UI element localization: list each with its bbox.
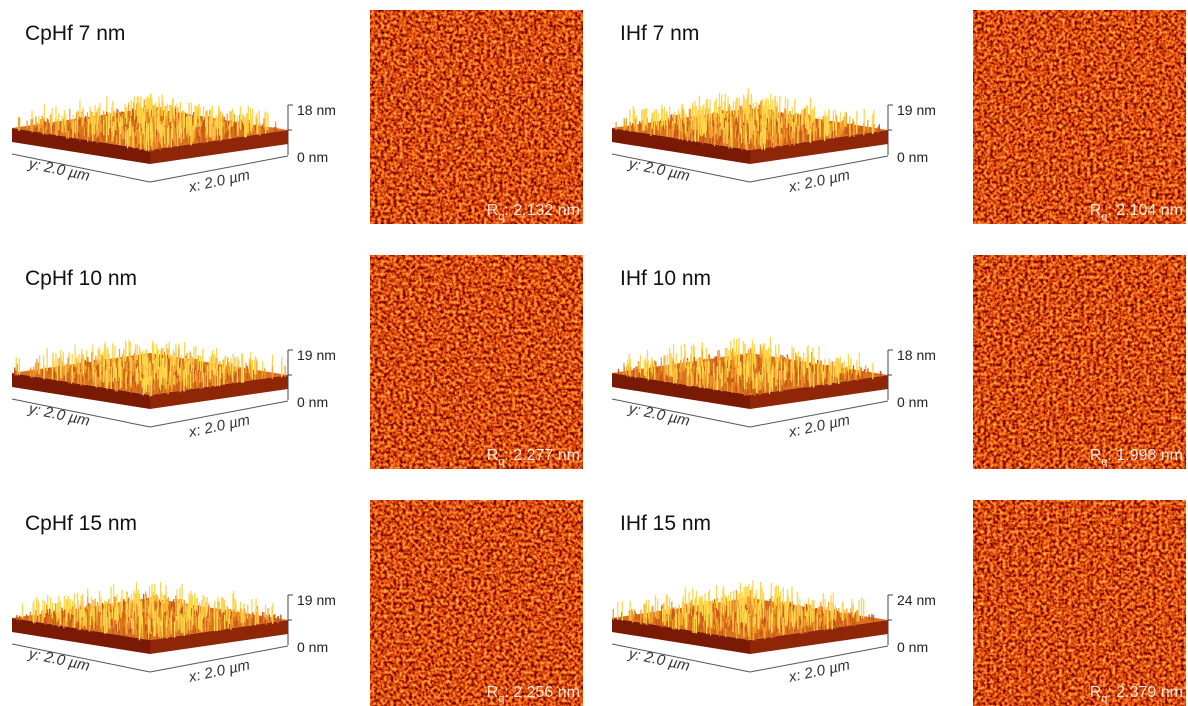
afm-image bbox=[370, 10, 583, 224]
x-axis-label: x: 2.0 µm bbox=[786, 656, 851, 686]
x-axis-label: x: 2.0 µm bbox=[786, 411, 851, 441]
rq-symbol: R bbox=[487, 447, 499, 464]
z-min-label: 0 nm bbox=[897, 149, 928, 165]
rq-symbol: R bbox=[487, 684, 499, 701]
afm-image bbox=[370, 500, 583, 706]
afm-image bbox=[973, 10, 1186, 224]
rq-value: : 2.256 nm bbox=[504, 684, 580, 701]
z-min-label: 0 nm bbox=[897, 639, 928, 655]
surface-3d bbox=[612, 580, 888, 654]
rq-symbol: R bbox=[1090, 202, 1102, 219]
panel-title: CpHf 7 nm bbox=[25, 22, 125, 45]
z-max-label: 19 nm bbox=[297, 347, 336, 363]
rq-symbol: R bbox=[487, 202, 499, 219]
z-min-label: 0 nm bbox=[297, 639, 328, 655]
surface-3d bbox=[12, 582, 288, 654]
rq-value: : 2.104 nm bbox=[1107, 202, 1183, 219]
panel-title: CpHf 10 nm bbox=[25, 267, 137, 290]
z-min-label: 0 nm bbox=[297, 394, 328, 410]
z-max-label: 19 nm bbox=[897, 102, 936, 118]
y-axis-label: y: 2.0 µm bbox=[26, 155, 91, 185]
surface-3d bbox=[612, 337, 888, 409]
z-max-label: 18 nm bbox=[897, 347, 936, 363]
y-axis-label: y: 2.0 µm bbox=[626, 645, 691, 675]
x-axis-label: x: 2.0 µm bbox=[186, 166, 251, 196]
surface-3d bbox=[12, 94, 288, 164]
rq-value: : 2.379 nm bbox=[1107, 684, 1183, 701]
z-max-label: 18 nm bbox=[297, 102, 336, 118]
rq-value: : 2.277 nm bbox=[504, 447, 580, 464]
afm-image bbox=[973, 500, 1186, 706]
afm-image bbox=[370, 255, 583, 469]
z-min-label: 0 nm bbox=[297, 149, 328, 165]
x-axis-label: x: 2.0 µm bbox=[186, 656, 251, 686]
x-axis-label: x: 2.0 µm bbox=[186, 411, 251, 441]
y-axis-label: y: 2.0 µm bbox=[626, 400, 691, 430]
rq-value: : 2.132 nm bbox=[504, 202, 580, 219]
panel-title: CpHf 15 nm bbox=[25, 512, 137, 535]
surface-3d bbox=[12, 340, 288, 409]
y-axis-label: y: 2.0 µm bbox=[626, 155, 691, 185]
z-max-label: 19 nm bbox=[297, 592, 336, 608]
rq-symbol: R bbox=[1090, 447, 1102, 464]
afm-image bbox=[973, 255, 1186, 469]
afm-figure: CpHf 7 nmy: 2.0 µmx: 2.0 µm18 nm0 nmRq: … bbox=[0, 0, 1188, 706]
y-axis-label: y: 2.0 µm bbox=[26, 645, 91, 675]
panel-title: IHf 15 nm bbox=[620, 512, 711, 535]
z-min-label: 0 nm bbox=[897, 394, 928, 410]
x-axis-label: x: 2.0 µm bbox=[786, 166, 851, 196]
panel-title: IHf 7 nm bbox=[620, 22, 699, 45]
rq-symbol: R bbox=[1090, 684, 1102, 701]
rq-value: : 1.998 nm bbox=[1107, 447, 1183, 464]
surface-3d bbox=[612, 88, 888, 164]
y-axis-label: y: 2.0 µm bbox=[26, 400, 91, 430]
z-max-label: 24 nm bbox=[897, 592, 936, 608]
panel-title: IHf 10 nm bbox=[620, 267, 711, 290]
